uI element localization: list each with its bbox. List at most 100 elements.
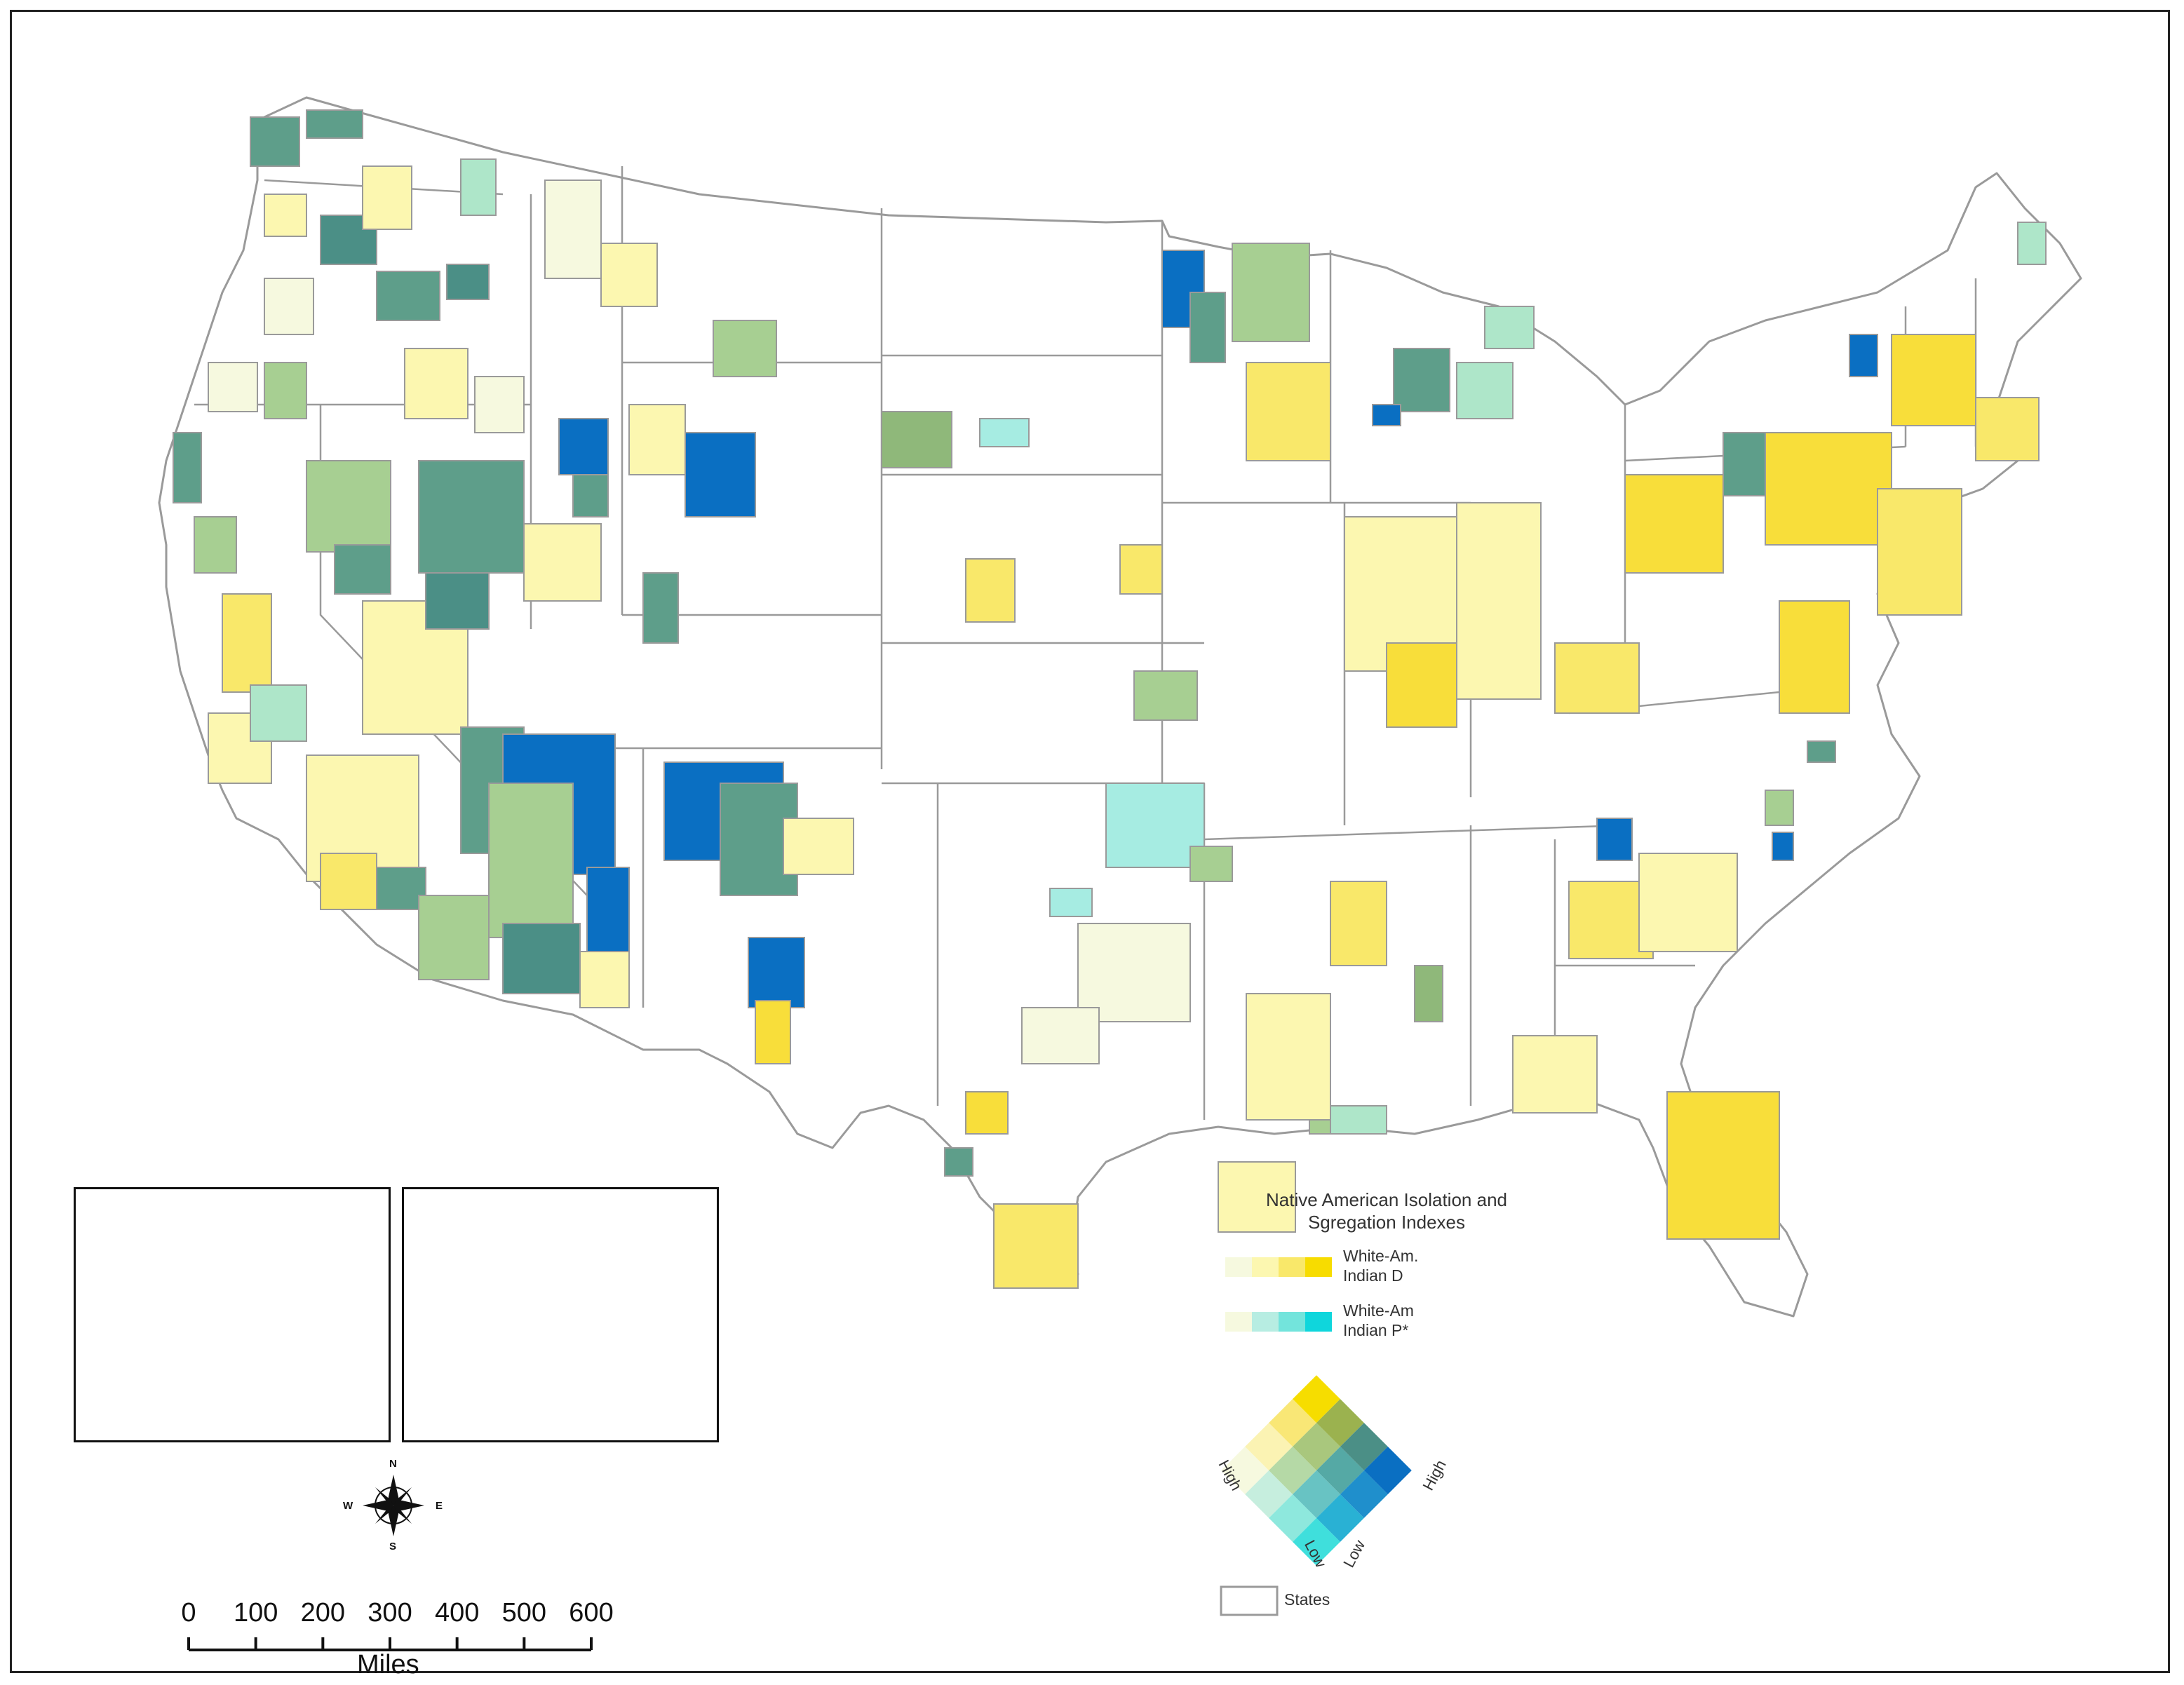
bivariate-cell xyxy=(1221,1447,1269,1494)
compass-north: N xyxy=(389,1458,397,1470)
region xyxy=(1232,243,1310,342)
region xyxy=(1765,790,1794,826)
region xyxy=(208,362,258,412)
region xyxy=(713,320,777,377)
region xyxy=(979,418,1030,447)
region xyxy=(572,474,609,517)
region xyxy=(1723,432,1766,496)
region xyxy=(1877,488,1962,616)
region xyxy=(1330,1105,1387,1135)
region xyxy=(1246,993,1331,1121)
region xyxy=(1119,544,1163,595)
region xyxy=(642,572,679,644)
region xyxy=(404,348,469,419)
region xyxy=(1456,362,1514,419)
region xyxy=(993,1203,1079,1289)
scale-tick-label: 300 xyxy=(368,1598,412,1628)
region xyxy=(488,783,574,938)
region xyxy=(558,418,609,475)
region xyxy=(1133,670,1198,721)
region xyxy=(1393,348,1450,412)
region xyxy=(1386,642,1457,728)
region xyxy=(2017,222,2047,265)
ramp-swatch xyxy=(1279,1312,1305,1332)
scale-ticks xyxy=(187,1637,593,1650)
region xyxy=(1049,888,1093,917)
region xyxy=(1891,334,1976,426)
region xyxy=(1456,502,1542,700)
region xyxy=(334,544,391,595)
region xyxy=(579,951,630,1008)
region xyxy=(418,895,490,980)
scale-tick-label: 500 xyxy=(501,1598,547,1628)
region xyxy=(1765,432,1892,546)
ramp-swatch xyxy=(1305,1257,1332,1277)
scale-tick-label: 100 xyxy=(233,1598,278,1628)
legend-title-line1: Native American Isolation and xyxy=(1266,1189,1507,1210)
region xyxy=(600,243,658,307)
compass-east: E xyxy=(436,1500,443,1512)
region xyxy=(446,264,490,300)
ramp-swatch xyxy=(1225,1257,1252,1277)
states-legend-swatch xyxy=(1220,1585,1279,1616)
legend-title: Native American Isolation and Sgregation… xyxy=(1232,1189,1541,1233)
region xyxy=(1189,292,1226,363)
region xyxy=(544,180,602,279)
region xyxy=(944,1147,973,1177)
region xyxy=(306,460,391,553)
region xyxy=(376,867,426,910)
scale-tick-label: 400 xyxy=(434,1598,480,1628)
region xyxy=(1638,853,1738,952)
region xyxy=(1414,965,1443,1022)
region xyxy=(783,818,854,875)
region xyxy=(194,516,237,574)
region xyxy=(1779,600,1850,714)
alaska-inset-frame xyxy=(74,1187,391,1442)
region xyxy=(1021,1007,1100,1064)
isolation-label-line1: White-Am xyxy=(1343,1301,1414,1320)
scale-bar xyxy=(187,1637,593,1651)
compass-rose xyxy=(363,1475,424,1536)
region xyxy=(755,1000,791,1064)
region xyxy=(586,867,630,952)
region xyxy=(1330,881,1387,966)
ramp-swatch xyxy=(1279,1257,1305,1277)
region xyxy=(1807,740,1836,763)
region xyxy=(1554,642,1640,714)
region xyxy=(1849,334,1878,377)
scale-tick-label: 200 xyxy=(300,1598,346,1628)
region xyxy=(376,271,440,321)
dissimilarity-ramp xyxy=(1225,1257,1332,1277)
region xyxy=(1772,832,1794,861)
region xyxy=(460,158,497,216)
county-regions-layer xyxy=(173,109,2047,1289)
region xyxy=(1372,404,1401,426)
region xyxy=(264,278,314,335)
region xyxy=(1975,397,2040,461)
region xyxy=(222,593,272,693)
region xyxy=(965,558,1016,623)
scale-tick-label: 0 xyxy=(181,1598,196,1628)
ramp-swatch xyxy=(1225,1312,1252,1332)
isolation-label: White-Am Indian P* xyxy=(1343,1301,1414,1340)
region xyxy=(1077,923,1191,1022)
region xyxy=(748,937,805,1008)
conus-map xyxy=(114,96,2082,1651)
map-frame: Native American Isolation and Sgregation… xyxy=(10,10,2170,1679)
region xyxy=(250,684,307,742)
dissimilarity-label-line2: Indian D xyxy=(1343,1266,1403,1285)
region xyxy=(173,432,202,503)
region xyxy=(502,923,581,994)
scale-units-label: Miles xyxy=(357,1650,419,1679)
region xyxy=(1246,362,1331,461)
region xyxy=(250,116,300,167)
region xyxy=(1189,846,1233,882)
ramp-swatch xyxy=(1252,1257,1279,1277)
region xyxy=(264,194,307,237)
bivariate-cell xyxy=(1269,1447,1316,1494)
bivariate-cell xyxy=(1316,1447,1364,1494)
ramp-swatch xyxy=(1252,1312,1279,1332)
region xyxy=(1596,818,1633,861)
legend-title-line2: Sgregation Indexes xyxy=(1307,1212,1466,1233)
region xyxy=(965,1091,1009,1135)
